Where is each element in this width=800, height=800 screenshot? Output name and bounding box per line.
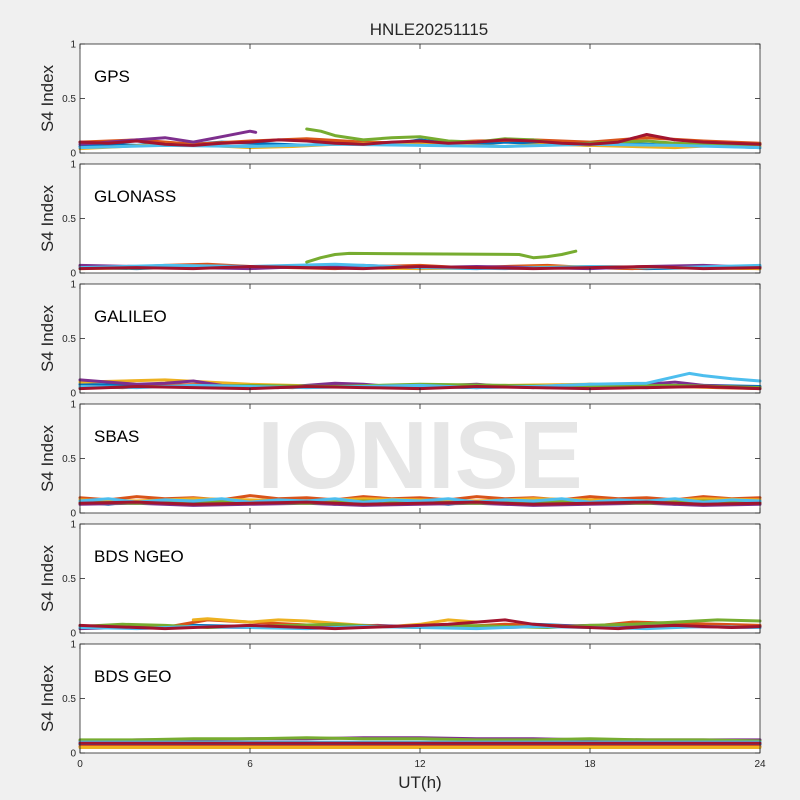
y-tick-label: 0 <box>70 509 76 520</box>
panel-1: 0 0.5 1 S4 Index GLONASS <box>38 160 762 280</box>
x-tick-label: 18 <box>584 759 596 770</box>
panel-background <box>80 524 760 633</box>
y-tick-label: 1 <box>70 400 76 411</box>
series-line <box>78 618 762 631</box>
panel-label: SBAS <box>94 427 139 446</box>
y-axis-label: S4 Index <box>38 184 57 252</box>
panel-label: GLONASS <box>94 187 176 206</box>
series-line <box>78 265 762 271</box>
y-tick-label: 0.5 <box>62 214 76 225</box>
series-line <box>78 500 762 506</box>
y-axis-label: S4 Index <box>38 64 57 132</box>
y-tick-label: 0 <box>70 149 76 160</box>
series-line <box>78 133 762 147</box>
y-tick-label: 0.5 <box>62 334 76 345</box>
panel-background <box>80 164 760 273</box>
panel-2: 0 0.5 1 S4 Index GALILEO <box>38 280 762 400</box>
y-tick-label: 1 <box>70 520 76 531</box>
panel-label: GALILEO <box>94 307 167 326</box>
y-tick-label: 0 <box>70 749 76 760</box>
y-axis-label: S4 Index <box>38 304 57 372</box>
panel-5: 0 0.5 1 0 6 12 18 24 S4 Index BDS GEO <box>38 640 766 771</box>
y-axis-label: S4 Index <box>38 424 57 492</box>
y-tick-label: 1 <box>70 160 76 171</box>
panel-label: GPS <box>94 67 130 86</box>
panel-4: 0 0.5 1 S4 Index BDS NGEO <box>38 520 762 640</box>
x-tick-label: 6 <box>247 759 253 770</box>
y-tick-label: 0.5 <box>62 694 76 705</box>
watermark: IONISE <box>257 402 582 509</box>
series-line <box>191 617 479 628</box>
figure-title: HNLE20251115 <box>370 20 488 39</box>
y-tick-label: 1 <box>70 640 76 651</box>
panel-stack: 0 0.5 1 S4 Index GPS 0 0.5 1 S4 Index GLONASS 0 0.5… <box>38 40 766 771</box>
panel-background <box>80 284 760 393</box>
x-axis-label: UT(h) <box>398 773 441 792</box>
y-tick-label: 0 <box>70 629 76 640</box>
y-tick-label: 0 <box>70 269 76 280</box>
y-tick-label: 0 <box>70 389 76 400</box>
panel-3: 0 0.5 1 S4 Index SBAS <box>38 400 762 520</box>
panel-background <box>80 644 760 753</box>
panel-background <box>80 404 760 513</box>
x-tick-label: 12 <box>414 759 426 770</box>
y-axis-label: S4 Index <box>38 664 57 732</box>
panel-label: BDS GEO <box>94 667 171 686</box>
y-tick-label: 0.5 <box>62 94 76 105</box>
x-tick-label: 0 <box>77 759 83 770</box>
panel-label: BDS NGEO <box>94 547 184 566</box>
series-line <box>78 736 762 743</box>
y-tick-label: 1 <box>70 280 76 291</box>
y-axis-label: S4 Index <box>38 544 57 612</box>
y-tick-label: 0.5 <box>62 574 76 585</box>
x-tick-label: 24 <box>754 759 766 770</box>
panel-0: 0 0.5 1 S4 Index GPS <box>38 40 762 160</box>
series-line <box>305 249 578 264</box>
y-tick-label: 0.5 <box>62 454 76 465</box>
y-tick-label: 1 <box>70 40 76 51</box>
